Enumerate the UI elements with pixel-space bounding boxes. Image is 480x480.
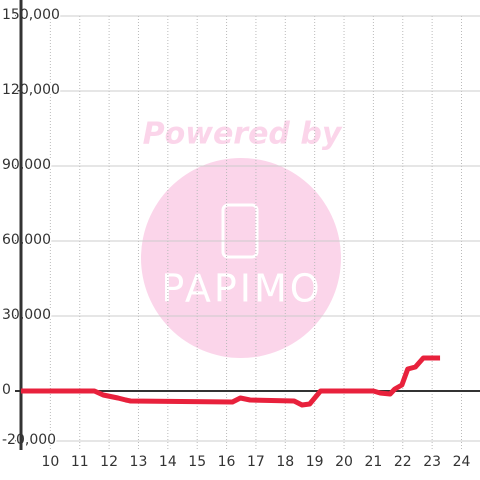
x-tick-label: 12 xyxy=(100,454,118,470)
x-tick-label: 22 xyxy=(394,454,412,470)
y-tick-label: 30,000 xyxy=(2,307,51,323)
y-tick-label: 150,000 xyxy=(2,7,60,23)
x-tick-label: 13 xyxy=(130,454,148,470)
x-tick-label: 19 xyxy=(306,454,324,470)
x-tick-label: 21 xyxy=(364,454,382,470)
x-tick-label: 20 xyxy=(335,454,353,470)
x-tick-label: 14 xyxy=(159,454,177,470)
x-tick-label: 15 xyxy=(188,454,206,470)
plot: 10 11 12 13 14 15 16 17 18 19 20 21 22 23 24 -20,000 0 30… xyxy=(1,0,471,470)
x-tick-label: 16 xyxy=(218,454,236,470)
x-tick-label: 24 xyxy=(453,454,471,470)
y-tick-label: 90,000 xyxy=(2,157,51,173)
x-tick-label: 18 xyxy=(276,454,294,470)
x-tick-label: 23 xyxy=(423,454,441,470)
line-series xyxy=(21,355,441,408)
x-tick-label: 17 xyxy=(247,454,265,470)
y-tick-label: 0 xyxy=(2,382,11,398)
watermark-text: Powered by xyxy=(143,117,343,152)
watermark-phone xyxy=(221,203,259,259)
y-tick-label: -20,000 xyxy=(2,432,56,448)
x-tick-label: 11 xyxy=(71,454,89,470)
grid xyxy=(21,15,480,450)
y-tick-label: 120,000 xyxy=(2,82,60,98)
x-tick-label: 10 xyxy=(41,454,59,470)
y-tick-label: 60,000 xyxy=(2,232,51,248)
watermark-logo: PAPIMO xyxy=(161,267,322,311)
